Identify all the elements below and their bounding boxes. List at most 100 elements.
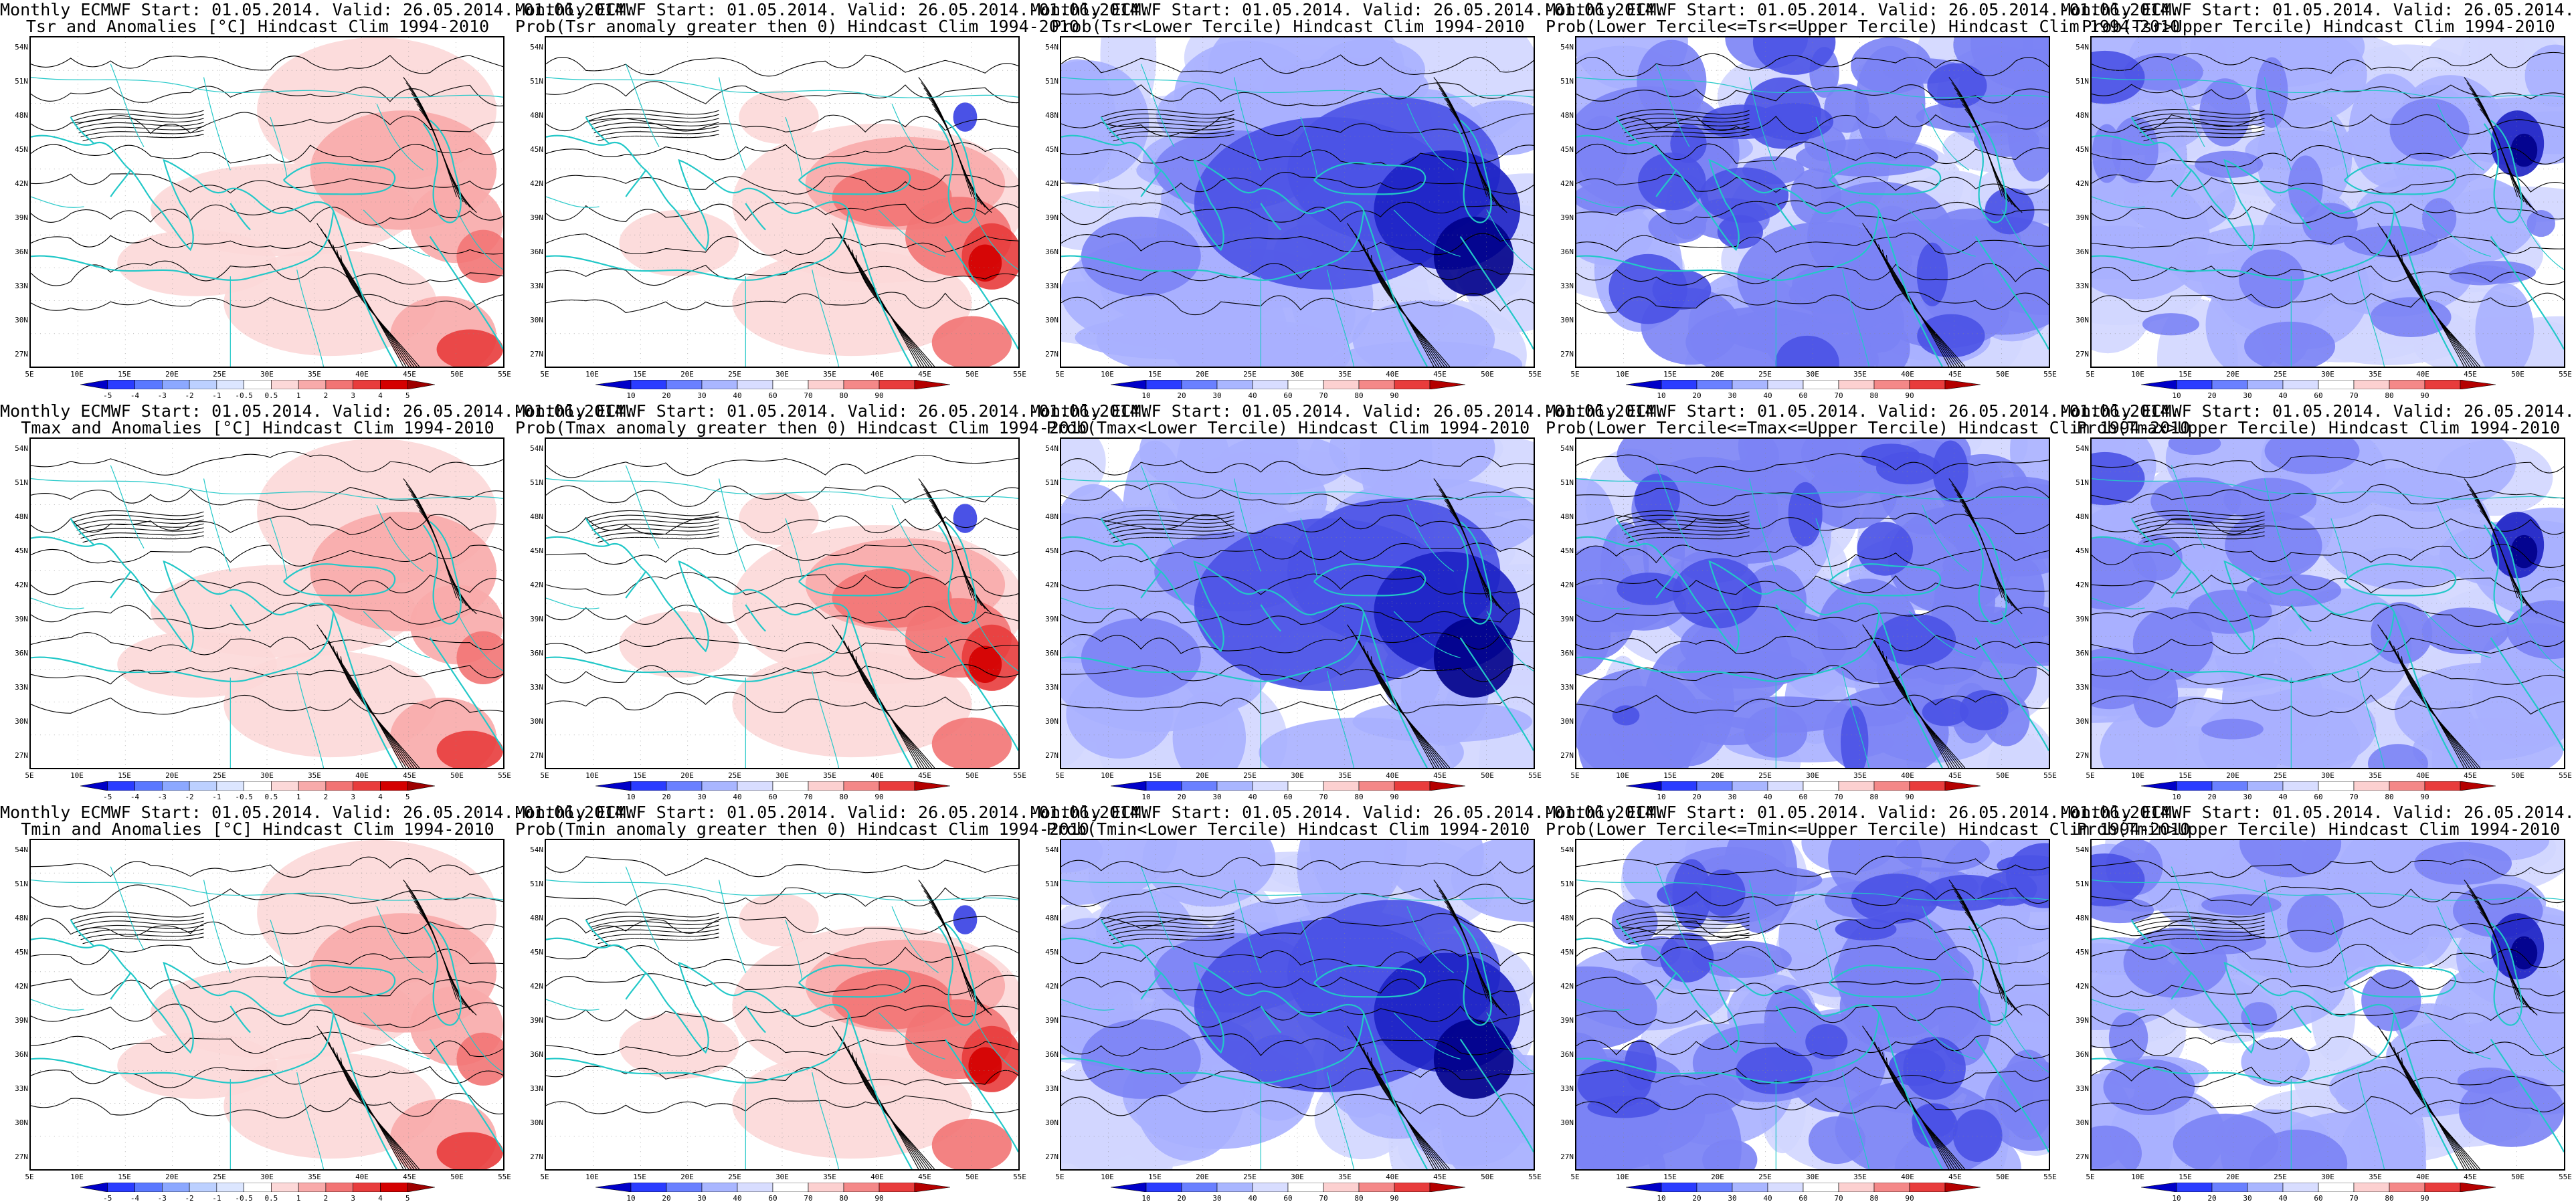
latitude-label: 51N bbox=[2076, 880, 2089, 888]
colorbar-tick-label: 20 bbox=[1692, 391, 1701, 400]
longitude-label: 35E bbox=[1853, 370, 1867, 379]
latitude-label: 39N bbox=[2076, 1016, 2089, 1025]
latitude-label: 36N bbox=[1560, 649, 1574, 658]
longitude-label: 40E bbox=[1386, 771, 1399, 780]
longitude-label: 50E bbox=[450, 1173, 464, 1181]
latitude-label: 42N bbox=[1560, 581, 1574, 589]
latitude-label: 51N bbox=[530, 478, 543, 487]
latitude-label: 45N bbox=[530, 546, 543, 555]
latitude-label: 54N bbox=[530, 845, 543, 854]
colorbar bbox=[80, 781, 435, 791]
longitude-label: 5E bbox=[2086, 370, 2095, 379]
colorbar-labels: 10 20 30 40 60 70 80 90 bbox=[1626, 793, 1981, 802]
colorbar-tick-label: 10 bbox=[1141, 391, 1151, 400]
longitude-label: 30E bbox=[775, 370, 789, 379]
longitude-label: 45E bbox=[918, 1173, 931, 1181]
longitude-label: 40E bbox=[870, 771, 884, 780]
longitude-label: 55E bbox=[1013, 771, 1026, 780]
latitude-label: 39N bbox=[1045, 1016, 1059, 1025]
country-borders bbox=[1576, 465, 2049, 768]
map-panel: Monthly ECMWF Start: 01.05.2014. Valid: … bbox=[2061, 0, 2576, 401]
colorbar-tick-label: 40 bbox=[733, 793, 742, 801]
latitude-label: 51N bbox=[530, 880, 543, 888]
colorbar-tick-label: 70 bbox=[1319, 391, 1328, 400]
colorbar-tick-label: 2 bbox=[323, 391, 329, 400]
colorbar-tick-label: 30 bbox=[2243, 391, 2252, 400]
colorbar-labels: 10 20 30 40 60 70 80 90 bbox=[595, 391, 950, 401]
colorbar-tick-label: 4 bbox=[378, 793, 383, 801]
latitude-label: 27N bbox=[1560, 350, 1574, 359]
longitude-label: 30E bbox=[2321, 370, 2334, 379]
longitude-label: 50E bbox=[450, 771, 464, 780]
latitude-label: 36N bbox=[2076, 1050, 2089, 1059]
latitude-label: 30N bbox=[530, 316, 543, 324]
longitude-label: 50E bbox=[1481, 771, 1494, 780]
longitude-label: 25E bbox=[213, 771, 226, 780]
longitude-label: 35E bbox=[308, 1173, 321, 1181]
colorbar-tick-label: 40 bbox=[1248, 793, 1257, 801]
latitude-label: 42N bbox=[15, 581, 28, 589]
latitude-label: 30N bbox=[15, 316, 28, 324]
colorbar-tick-label: 40 bbox=[2278, 391, 2288, 400]
longitude-label: 10E bbox=[585, 771, 599, 780]
forecast-map bbox=[1575, 839, 2050, 1171]
latitude-label: 27N bbox=[15, 751, 28, 760]
colorbar-tick-label: 10 bbox=[2172, 1194, 2181, 1203]
latitude-label: 54N bbox=[15, 444, 28, 453]
map-panel: Monthly ECMWF Start: 01.05.2014. Valid: … bbox=[1546, 0, 2180, 401]
colorbar-tick-label: 10 bbox=[1657, 793, 1666, 801]
colorbar-labels: 10 20 30 40 60 70 80 90 bbox=[1626, 391, 1981, 401]
colorbar-tick-label: 60 bbox=[1799, 1194, 1808, 1203]
graticule bbox=[2092, 37, 2564, 367]
colorbar-tick-label: 90 bbox=[2420, 793, 2429, 801]
colorbar bbox=[2141, 380, 2496, 389]
latitude-label: 51N bbox=[2076, 77, 2089, 86]
latitude-label: 39N bbox=[530, 213, 543, 222]
map-panel: Monthly ECMWF Start: 01.05.2014. Valid: … bbox=[1030, 803, 1665, 1204]
colorbar-tick-label: 30 bbox=[1212, 1194, 1222, 1203]
colorbar-tick-label: 30 bbox=[1728, 391, 1737, 400]
graticule bbox=[31, 37, 503, 367]
longitude-label: 10E bbox=[2131, 771, 2144, 780]
colorbar-tick-label: -1 bbox=[212, 793, 221, 801]
forecast-map bbox=[1060, 839, 1535, 1171]
longitude-label: 50E bbox=[965, 1173, 979, 1181]
coastlines bbox=[1576, 116, 2049, 367]
latitude-label: 33N bbox=[1045, 1084, 1059, 1093]
longitude-label: 50E bbox=[965, 771, 979, 780]
longitude-label: 15E bbox=[1663, 370, 1677, 379]
latitude-label: 54N bbox=[15, 845, 28, 854]
latitude-label: 30N bbox=[530, 717, 543, 726]
shaded-field bbox=[2092, 37, 2564, 367]
latitude-label: 54N bbox=[2076, 43, 2089, 52]
longitude-label: 10E bbox=[2131, 370, 2144, 379]
graticule bbox=[2092, 840, 2564, 1169]
colorbar-tick-label: -5 bbox=[103, 793, 112, 801]
colorbar-labels: 10 20 30 40 60 70 80 90 bbox=[2141, 793, 2496, 802]
panel-title-line2: Prob(Tsr>Upper Tercile) Hindcast Clim 19… bbox=[2082, 17, 2555, 36]
longitude-label: 15E bbox=[1663, 1173, 1677, 1181]
longitude-label: 25E bbox=[1243, 771, 1257, 780]
colorbar-tick-label: 40 bbox=[1763, 391, 1772, 400]
latitude-label: 51N bbox=[15, 880, 28, 888]
longitude-label: 45E bbox=[918, 370, 931, 379]
latitude-label: 48N bbox=[530, 512, 543, 521]
latitude-label: 36N bbox=[1560, 1050, 1574, 1059]
longitude-label: 35E bbox=[823, 370, 836, 379]
longitude-label: 15E bbox=[118, 370, 131, 379]
panel-title-line2: Prob(Tmax<Lower Tercile) Hindcast Clim 1… bbox=[1046, 418, 1530, 437]
latitude-label: 51N bbox=[15, 77, 28, 86]
latitude-label: 42N bbox=[2076, 179, 2089, 188]
colorbar bbox=[595, 1183, 950, 1192]
country-borders bbox=[2092, 465, 2564, 768]
longitude-label: 35E bbox=[308, 771, 321, 780]
coastlines bbox=[1576, 518, 2049, 768]
latitude-label: 30N bbox=[1045, 717, 1059, 726]
colorbar-tick-label: 0.5 bbox=[264, 391, 278, 400]
colorbar-tick-label: 80 bbox=[1869, 391, 1879, 400]
panel-title-line2: Prob(Tmin<Lower Tercile) Hindcast Clim 1… bbox=[1046, 819, 1530, 839]
shaded-field bbox=[619, 492, 1018, 768]
colorbar-tick-label: 10 bbox=[1657, 1194, 1666, 1203]
colorbar-tick-label: 70 bbox=[1319, 1194, 1328, 1203]
longitude-label: 45E bbox=[403, 1173, 416, 1181]
